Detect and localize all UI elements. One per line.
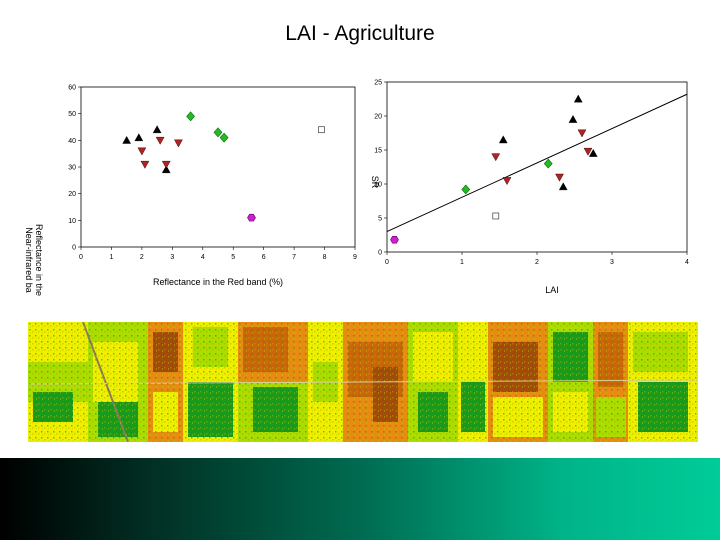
- y-tick-label: 40: [68, 138, 76, 145]
- x-tick-label: 2: [535, 259, 539, 266]
- data-point: [318, 126, 325, 134]
- series-triangle-down: [137, 136, 183, 169]
- plot-frame: [386, 81, 688, 253]
- data-point: [498, 135, 508, 144]
- y-tick-label: 20: [374, 114, 382, 121]
- data-point: [588, 148, 598, 157]
- x-tick-label: 7: [292, 254, 296, 261]
- data-point: [247, 213, 256, 222]
- y-tick-label: 10: [374, 182, 382, 189]
- series-hexagon: [247, 213, 256, 222]
- data-point: [134, 133, 144, 142]
- data-point: [583, 147, 593, 156]
- data-point: [543, 158, 553, 169]
- reflectance-scatter-chart: 0 1 2 3 4 5 6 7 8 9 0 10 20 30 40 50 60 Reflectance in th…: [24, 85, 357, 297]
- x-tick-label: 2: [140, 254, 144, 261]
- x-tick-label: 3: [610, 259, 614, 266]
- x-tick-label: 8: [323, 254, 327, 261]
- y-tick-label: 20: [68, 191, 76, 198]
- footer-gradient-band: [0, 458, 720, 540]
- x-tick-label: 9: [353, 254, 357, 261]
- x-axis-label: LAI: [545, 285, 559, 295]
- y-axis-label: SR: [370, 176, 380, 189]
- y-tick-label: 15: [374, 148, 382, 155]
- x-tick-label: 6: [262, 254, 266, 261]
- data-point: [461, 184, 471, 195]
- y-tick-label: 30: [68, 165, 76, 172]
- series-diamond: [186, 111, 229, 143]
- x-tick-label: 4: [201, 254, 205, 261]
- y-tick-label: 50: [68, 111, 76, 118]
- data-point: [186, 111, 196, 122]
- x-tick-label: 4: [685, 259, 689, 266]
- data-point: [492, 212, 500, 220]
- data-point: [174, 139, 183, 148]
- lai-sr-scatter-chart: 0 1 2 3 4 0 5 10 15 20 25 LAI SR: [370, 80, 689, 296]
- data-point: [161, 160, 171, 169]
- data-point: [577, 129, 587, 138]
- data-point: [152, 125, 162, 134]
- trend-line: [386, 93, 688, 233]
- data-point: [137, 147, 147, 156]
- data-point: [219, 132, 229, 143]
- y-axis-label: Reflectance in the: [34, 224, 44, 296]
- data-point: [568, 114, 578, 123]
- x-tick-label: 3: [170, 254, 174, 261]
- x-tick-label: 1: [460, 259, 464, 266]
- series-hexagon: [390, 235, 399, 244]
- x-tick-label: 0: [385, 259, 389, 266]
- plot-frame: [80, 86, 356, 248]
- data-point: [213, 127, 223, 138]
- y-axis-label: Near-infrared ba: [24, 227, 34, 293]
- series-triangle-up: [122, 125, 171, 174]
- data-point: [502, 177, 512, 186]
- data-point: [161, 165, 171, 174]
- data-point: [140, 160, 150, 169]
- y-tick-label: 0: [378, 250, 382, 257]
- lai-agriculture-map: [28, 322, 698, 442]
- y-tick-label: 10: [68, 218, 76, 225]
- series-triangle-up: [498, 94, 598, 191]
- series-square-open: [318, 126, 325, 134]
- y-tick-label: 5: [378, 216, 382, 223]
- series-diamond: [461, 158, 553, 195]
- data-point: [573, 94, 583, 103]
- y-tick-label: 25: [374, 80, 382, 87]
- series-square-open: [492, 212, 500, 220]
- data-point: [555, 173, 564, 182]
- slide-title: LAI - Agriculture: [285, 22, 435, 45]
- series-triangle-down: [491, 129, 593, 186]
- x-tick-label: 0: [79, 254, 83, 261]
- data-point: [155, 136, 165, 145]
- data-point: [491, 153, 501, 162]
- x-tick-label: 5: [231, 254, 235, 261]
- y-tick-label: 60: [68, 85, 76, 92]
- data-point: [558, 182, 568, 191]
- x-axis-label: Reflectance in the Red band (%): [153, 277, 283, 287]
- x-tick-label: 1: [109, 254, 113, 261]
- data-point: [122, 135, 132, 144]
- y-tick-label: 0: [72, 245, 76, 252]
- data-point: [390, 235, 399, 244]
